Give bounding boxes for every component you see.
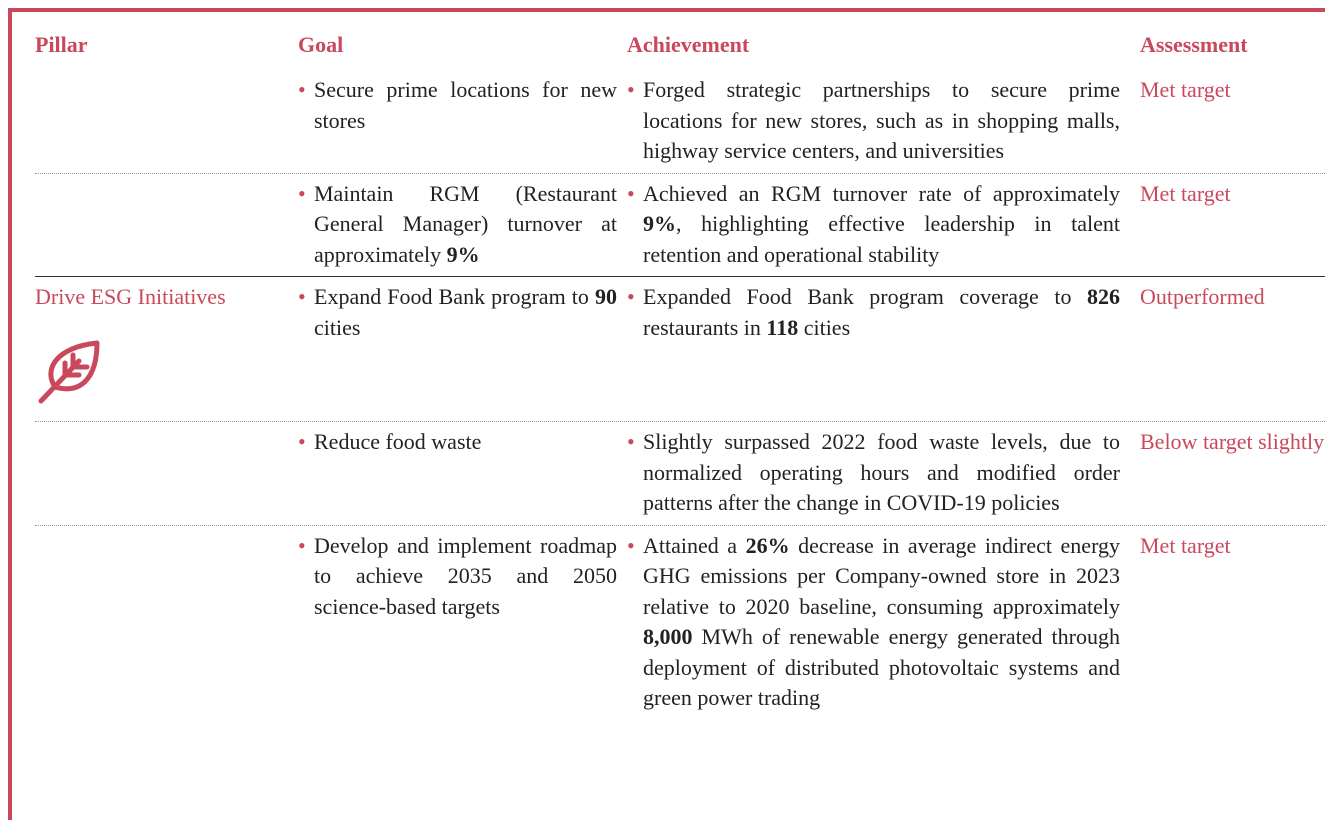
- bullet: •: [298, 284, 306, 309]
- text-run: , highlighting effective leadership in t…: [643, 211, 1120, 267]
- bullet: •: [298, 532, 306, 558]
- achievement-cell: • Slightly surpassed 2022 food waste leve…: [627, 427, 1140, 519]
- text-run: 8,000: [643, 624, 693, 649]
- pillar-cell: [35, 531, 298, 714]
- bullet: •: [627, 180, 635, 206]
- bullet: •: [298, 180, 306, 206]
- goal-cell: • Maintain RGM (Restaurant General Manage…: [298, 179, 627, 271]
- goal-cell: • Reduce food waste: [298, 427, 627, 519]
- pillar-cell: [35, 427, 298, 519]
- text-run: 90: [595, 284, 617, 309]
- text-run: Expanded Food Bank program coverage to: [643, 284, 1087, 309]
- goal-cell: • Develop and implement roadmap to achiev…: [298, 531, 627, 714]
- table-row: • Develop and implement roadmap to achiev…: [35, 526, 1325, 720]
- assessment-cell: Met target: [1140, 77, 1231, 102]
- bullet: •: [298, 77, 306, 102]
- text-run: 826: [1087, 284, 1120, 309]
- text-run: MWh of renewable energy generated throug…: [643, 624, 1120, 710]
- table-row: • Maintain RGM (Restaurant General Manage…: [35, 174, 1325, 277]
- page: Pillar Goal Achievement Assessment • Secu…: [8, 8, 1325, 820]
- bullet: •: [298, 429, 306, 454]
- text-run: cities: [798, 314, 851, 340]
- achievement-cell: • Achieved an RGM turnover rate of approx…: [627, 179, 1140, 271]
- assessment-cell: Met target: [1140, 532, 1231, 558]
- table-row: • Secure prime locations for new stores • F…: [35, 70, 1325, 174]
- assessment-cell: Met target: [1140, 180, 1231, 206]
- achievement-cell: • Expanded Food Bank program coverage to …: [627, 282, 1140, 415]
- text-run: Develop and implement roadmap to achieve…: [314, 532, 617, 619]
- table: Pillar Goal Achievement Assessment • Secu…: [35, 12, 1325, 720]
- table-row: Drive ESG Initiatives • Expand Food Bank p…: [35, 277, 1325, 422]
- bullet: •: [627, 77, 635, 102]
- text-run: Forged strategic partnerships to secure …: [643, 77, 1120, 163]
- text-run: Secure prime locations for new stores: [314, 77, 617, 133]
- bullet: •: [627, 532, 635, 558]
- goal-cell: • Expand Food Bank program to 90 cities: [298, 282, 627, 415]
- achievement-cell: • Attained a 26% decrease in average indi…: [627, 531, 1140, 714]
- leaf-icon: [38, 340, 100, 403]
- text-run: 118: [766, 314, 799, 340]
- text-run: 9%: [643, 211, 676, 236]
- text-run: decrease in average indirect energy GHG …: [643, 532, 1120, 619]
- goal-cell: • Secure prime locations for new stores: [298, 75, 627, 167]
- text-run: Maintain RGM (Restaurant General Manager…: [314, 180, 617, 267]
- text-run: Reduce food waste: [314, 429, 482, 454]
- bullet: •: [627, 284, 635, 309]
- text-run: 9%: [446, 241, 480, 267]
- pillar-cell: [35, 179, 298, 271]
- text-run: Expand Food Bank program to: [314, 284, 595, 309]
- text-run: 26%: [745, 532, 790, 558]
- header-row: Pillar Goal Achievement Assessment: [35, 12, 1325, 70]
- assessment-cell: Below target slightly: [1140, 429, 1325, 454]
- pillar-cell: [35, 75, 298, 167]
- pillar-cell: Drive ESG Initiatives: [35, 282, 298, 415]
- text-run: restaurants in: [643, 314, 767, 340]
- assessment-cell: Outperformed: [1140, 284, 1265, 309]
- header-cell: Assessment: [1140, 32, 1248, 57]
- pillar-name: Drive ESG Initiatives: [35, 284, 226, 309]
- header-cell: Achievement: [627, 32, 750, 57]
- header-cell: Goal: [298, 32, 344, 57]
- text-run: Achieved an RGM turnover rate of approxi…: [643, 180, 1120, 206]
- text-run: Attained a: [643, 532, 746, 558]
- text-run: cities: [314, 314, 361, 340]
- table-row: • Reduce food waste • Slightly surpassed 20…: [35, 422, 1325, 526]
- header-cell: Pillar: [35, 32, 88, 57]
- achievement-cell: • Forged strategic partnerships to secure…: [627, 75, 1140, 167]
- bullet: •: [627, 429, 635, 454]
- text-run: Slightly surpassed 2022 food waste level…: [643, 429, 1120, 515]
